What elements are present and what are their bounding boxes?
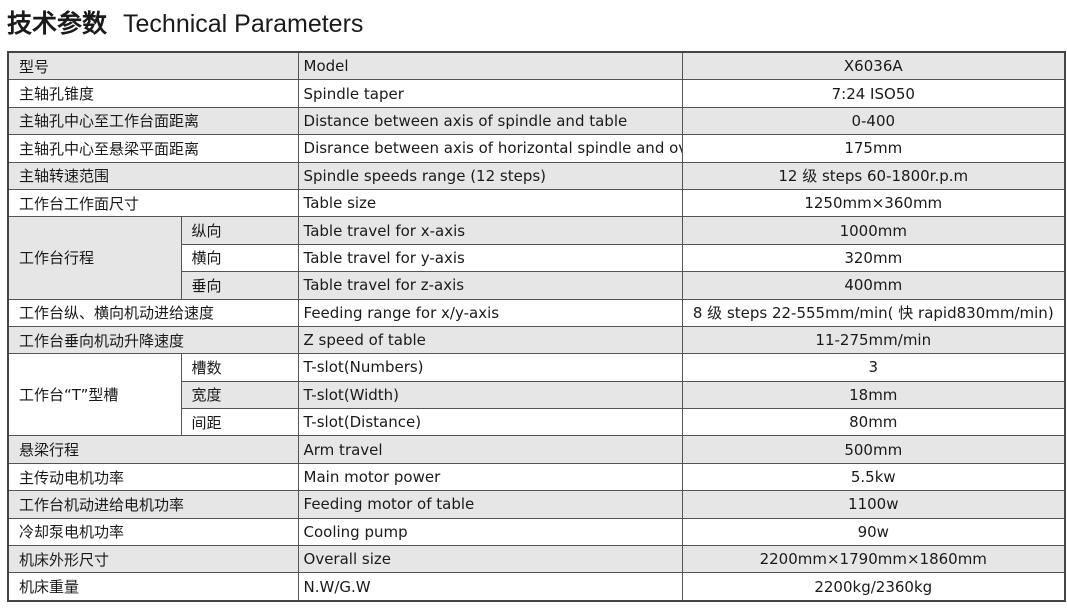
table-row: 主传动电机功率 Main motor power 5.5kw	[7, 462, 1066, 492]
label-cn: 工作台工作面尺寸	[7, 188, 299, 218]
label-en: Table travel for x-axis	[297, 216, 683, 245]
label-en: Feeding range for x/y-axis	[297, 298, 683, 327]
value: X6036A	[681, 51, 1066, 81]
value: 0-400	[681, 106, 1066, 136]
label-cn: 悬梁行程	[7, 435, 299, 464]
label-cn: 工作台机动进给电机功率	[7, 490, 299, 519]
label-en: Main motor power	[297, 462, 683, 492]
table-row: 工作台行程 纵向 Table travel for x-axis 1000mm	[7, 216, 1066, 300]
value: 400mm	[681, 271, 1066, 300]
table-row: 机床外形尺寸 Overall size 2200mm×1790mm×1860mm	[7, 545, 1066, 574]
sub-label-cn: 间距	[180, 408, 299, 437]
label-en: Z speed of table	[297, 325, 683, 355]
table-row: 横向 Table travel for y-axis 320mm	[8, 243, 1066, 273]
label-en: T-slot(Numbers)	[297, 353, 683, 382]
label-cn: 冷却泵电机功率	[7, 517, 299, 547]
label-cn: 机床外形尺寸	[7, 545, 299, 574]
value: 3	[681, 353, 1066, 382]
label-en: Cooling pump	[297, 517, 683, 547]
title-en: Technical Parameters	[123, 10, 364, 38]
value: 175mm	[681, 134, 1066, 163]
table-row: 工作台垂向机动升降速度 Z speed of table 11-275mm/min	[7, 325, 1066, 355]
table-row: 宽度 T-slot(Width) 18mm	[8, 380, 1066, 410]
value: 7:24 ISO50	[681, 79, 1066, 108]
table-row: 冷却泵电机功率 Cooling pump 90w	[7, 517, 1066, 547]
label-cn: 工作台纵、横向机动进给速度	[7, 298, 299, 327]
label-en: T-slot(Distance)	[297, 408, 683, 437]
label-cn: 主轴转速范围	[7, 161, 299, 190]
label-en: Distance between axis of spindle and tab…	[297, 106, 683, 136]
value: 11-275mm/min	[681, 325, 1066, 355]
label-en: Feeding motor of table	[297, 490, 683, 519]
label-en: Table size	[297, 188, 683, 218]
table-row: 机床重量 N.W/G.W 2200kg/2360kg	[7, 572, 1066, 602]
sub-label-cn: 宽度	[180, 380, 299, 410]
value: 90w	[681, 517, 1066, 547]
value: 320mm	[681, 243, 1066, 273]
label-cn: 主轴孔锥度	[7, 79, 299, 108]
label-en: N.W/G.W	[297, 572, 683, 602]
label-en: Spindle speeds range (12 steps)	[297, 161, 683, 190]
table-row: 垂向 Table travel for z-axis 400mm	[8, 271, 1066, 300]
parameters-table: 型号 Model X6036A 主轴孔锥度 Spindle taper 7:24 ISO5…	[7, 51, 1067, 602]
sub-label-cn: 垂向	[180, 271, 299, 300]
table-row: 悬梁行程 Arm travel 500mm	[7, 435, 1066, 464]
value: 8 级 steps 22-555mm/min( 快 rapid830mm/min…	[681, 298, 1066, 327]
label-en: Model	[297, 51, 683, 81]
label-cn: 型号	[7, 51, 299, 81]
label-cn: 工作台垂向机动升降速度	[7, 325, 299, 355]
title-cn: 技术参数	[7, 9, 108, 38]
label-en: Arm travel	[297, 435, 683, 464]
table-row: 工作台机动进给电机功率 Feeding motor of table 1100w	[7, 490, 1066, 519]
group-label: 工作台“T”型槽	[7, 353, 182, 437]
value: 2200kg/2360kg	[681, 572, 1066, 602]
group-label: 工作台行程	[7, 216, 182, 300]
value: 500mm	[681, 435, 1066, 464]
label-cn: 机床重量	[7, 572, 299, 602]
table-row: 间距 T-slot(Distance) 80mm	[8, 408, 1066, 437]
value: 80mm	[681, 408, 1066, 437]
label-en: Table travel for y-axis	[297, 243, 683, 273]
value: 1000mm	[681, 216, 1066, 245]
label-en: Spindle taper	[297, 79, 683, 108]
value: 18mm	[681, 380, 1066, 410]
label-en: Disrance between axis of horizontal spin…	[297, 134, 683, 163]
table-row: 型号 Model X6036A	[7, 51, 1066, 81]
label-en: T-slot(Width)	[297, 380, 683, 410]
label-cn: 主轴孔中心至工作台面距离	[7, 106, 299, 136]
sub-label-cn: 槽数	[180, 353, 299, 382]
table-row: 主轴孔中心至工作台面距离 Distance between axis of spi…	[7, 106, 1066, 136]
value: 5.5kw	[681, 462, 1066, 492]
sub-label-cn: 纵向	[180, 216, 299, 245]
value: 12 级 steps 60-1800r.p.m	[681, 161, 1066, 190]
value: 1100w	[681, 490, 1066, 519]
label-en: Overall size	[297, 545, 683, 574]
value: 1250mm×360mm	[681, 188, 1066, 218]
table-row: 工作台纵、横向机动进给速度 Feeding range for x/y-axis 8…	[7, 298, 1066, 327]
table-row: 工作台“T”型槽 槽数 T-slot(Numbers) 3	[7, 353, 1066, 437]
table-row: 主轴孔中心至悬梁平面距离 Disrance between axis of hor…	[7, 134, 1066, 163]
table-row: 主轴孔锥度 Spindle taper 7:24 ISO50	[7, 79, 1066, 108]
label-cn: 主传动电机功率	[7, 462, 299, 492]
table-row: 工作台工作面尺寸 Table size 1250mm×360mm	[7, 188, 1066, 218]
sub-label-cn: 横向	[180, 243, 299, 273]
table-row: 主轴转速范围 Spindle speeds range (12 steps) 12 …	[7, 161, 1066, 190]
label-cn: 主轴孔中心至悬梁平面距离	[7, 134, 299, 163]
label-en: Table travel for z-axis	[297, 271, 683, 300]
page-title: 技术参数 Technical Parameters	[7, 4, 363, 40]
value: 2200mm×1790mm×1860mm	[681, 545, 1066, 574]
